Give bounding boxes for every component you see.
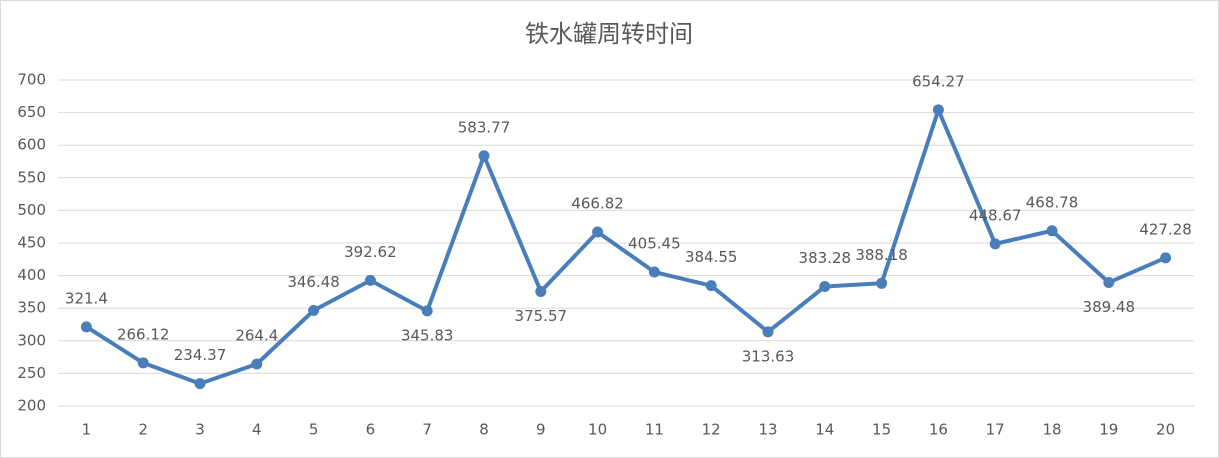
data-point — [194, 378, 206, 390]
data-label: 266.12 — [117, 325, 170, 343]
x-tick-label: 13 — [758, 421, 777, 439]
data-point — [819, 281, 831, 293]
data-point — [762, 326, 774, 338]
x-tick-label: 9 — [536, 421, 546, 439]
y-tick-label: 350 — [17, 299, 46, 317]
data-label: 583.77 — [458, 118, 511, 136]
x-tick-label: 17 — [986, 421, 1005, 439]
x-tick-label: 4 — [252, 421, 262, 439]
x-tick-label: 2 — [138, 421, 148, 439]
data-point — [251, 358, 263, 370]
data-point — [876, 277, 888, 289]
data-point — [1046, 225, 1058, 237]
data-label: 468.78 — [1026, 193, 1079, 211]
data-label: 346.48 — [287, 273, 340, 291]
data-label: 234.37 — [174, 346, 227, 364]
data-line — [85, 107, 1167, 386]
x-tick-label: 8 — [479, 421, 489, 439]
data-label: 313.63 — [742, 347, 795, 365]
y-tick-label: 700 — [17, 71, 46, 89]
data-point — [1160, 252, 1172, 264]
x-tick-label: 3 — [195, 421, 205, 439]
data-label: 405.45 — [628, 235, 681, 253]
data-point — [989, 238, 1001, 250]
data-point — [80, 321, 92, 333]
data-label: 427.28 — [1139, 220, 1192, 238]
data-label: 383.28 — [799, 249, 852, 267]
data-label: 388.18 — [855, 246, 908, 264]
data-label: 466.82 — [571, 195, 624, 213]
data-label: 384.55 — [685, 248, 738, 266]
y-tick-label: 650 — [17, 103, 46, 121]
x-tick-label: 16 — [929, 421, 948, 439]
data-point — [648, 266, 660, 278]
data-point — [478, 150, 490, 162]
data-label: 389.48 — [1083, 298, 1136, 316]
x-tick-label: 12 — [702, 421, 721, 439]
y-tick-label: 250 — [17, 364, 46, 382]
data-label: 375.57 — [515, 307, 568, 325]
x-tick-label: 11 — [645, 421, 664, 439]
data-point — [137, 357, 149, 369]
data-label: 345.83 — [401, 326, 454, 344]
data-point — [1103, 276, 1115, 288]
data-label: 448.67 — [969, 206, 1022, 224]
chart-title: 铁水罐周转时间 — [525, 20, 693, 48]
x-tick-label: 1 — [82, 421, 92, 439]
x-tick-label: 10 — [588, 421, 607, 439]
y-tick-label: 400 — [17, 266, 46, 284]
data-label: 654.27 — [912, 72, 965, 90]
data-label: 264.4 — [235, 327, 278, 345]
data-point — [535, 286, 547, 298]
y-tick-label: 550 — [17, 168, 46, 186]
x-tick-label: 5 — [309, 421, 319, 439]
data-label: 321.4 — [65, 289, 108, 307]
x-tick-label: 14 — [815, 421, 834, 439]
x-tick-label: 18 — [1042, 421, 1061, 439]
data-point — [421, 305, 433, 317]
y-tick-label: 200 — [17, 397, 46, 415]
data-point — [932, 104, 944, 116]
x-tick-label: 20 — [1156, 421, 1175, 439]
y-tick-label: 500 — [17, 201, 46, 219]
y-tick-label: 600 — [17, 136, 46, 154]
data-label: 392.62 — [344, 243, 397, 261]
data-point — [592, 226, 604, 238]
y-tick-label: 450 — [17, 234, 46, 252]
y-tick-label: 300 — [17, 331, 46, 349]
x-tick-label: 19 — [1099, 421, 1118, 439]
data-point — [364, 274, 376, 286]
x-tick-label: 15 — [872, 421, 891, 439]
x-tick-label: 7 — [422, 421, 432, 439]
data-point — [308, 304, 320, 316]
x-tick-label: 6 — [366, 421, 376, 439]
data-point — [705, 280, 717, 292]
